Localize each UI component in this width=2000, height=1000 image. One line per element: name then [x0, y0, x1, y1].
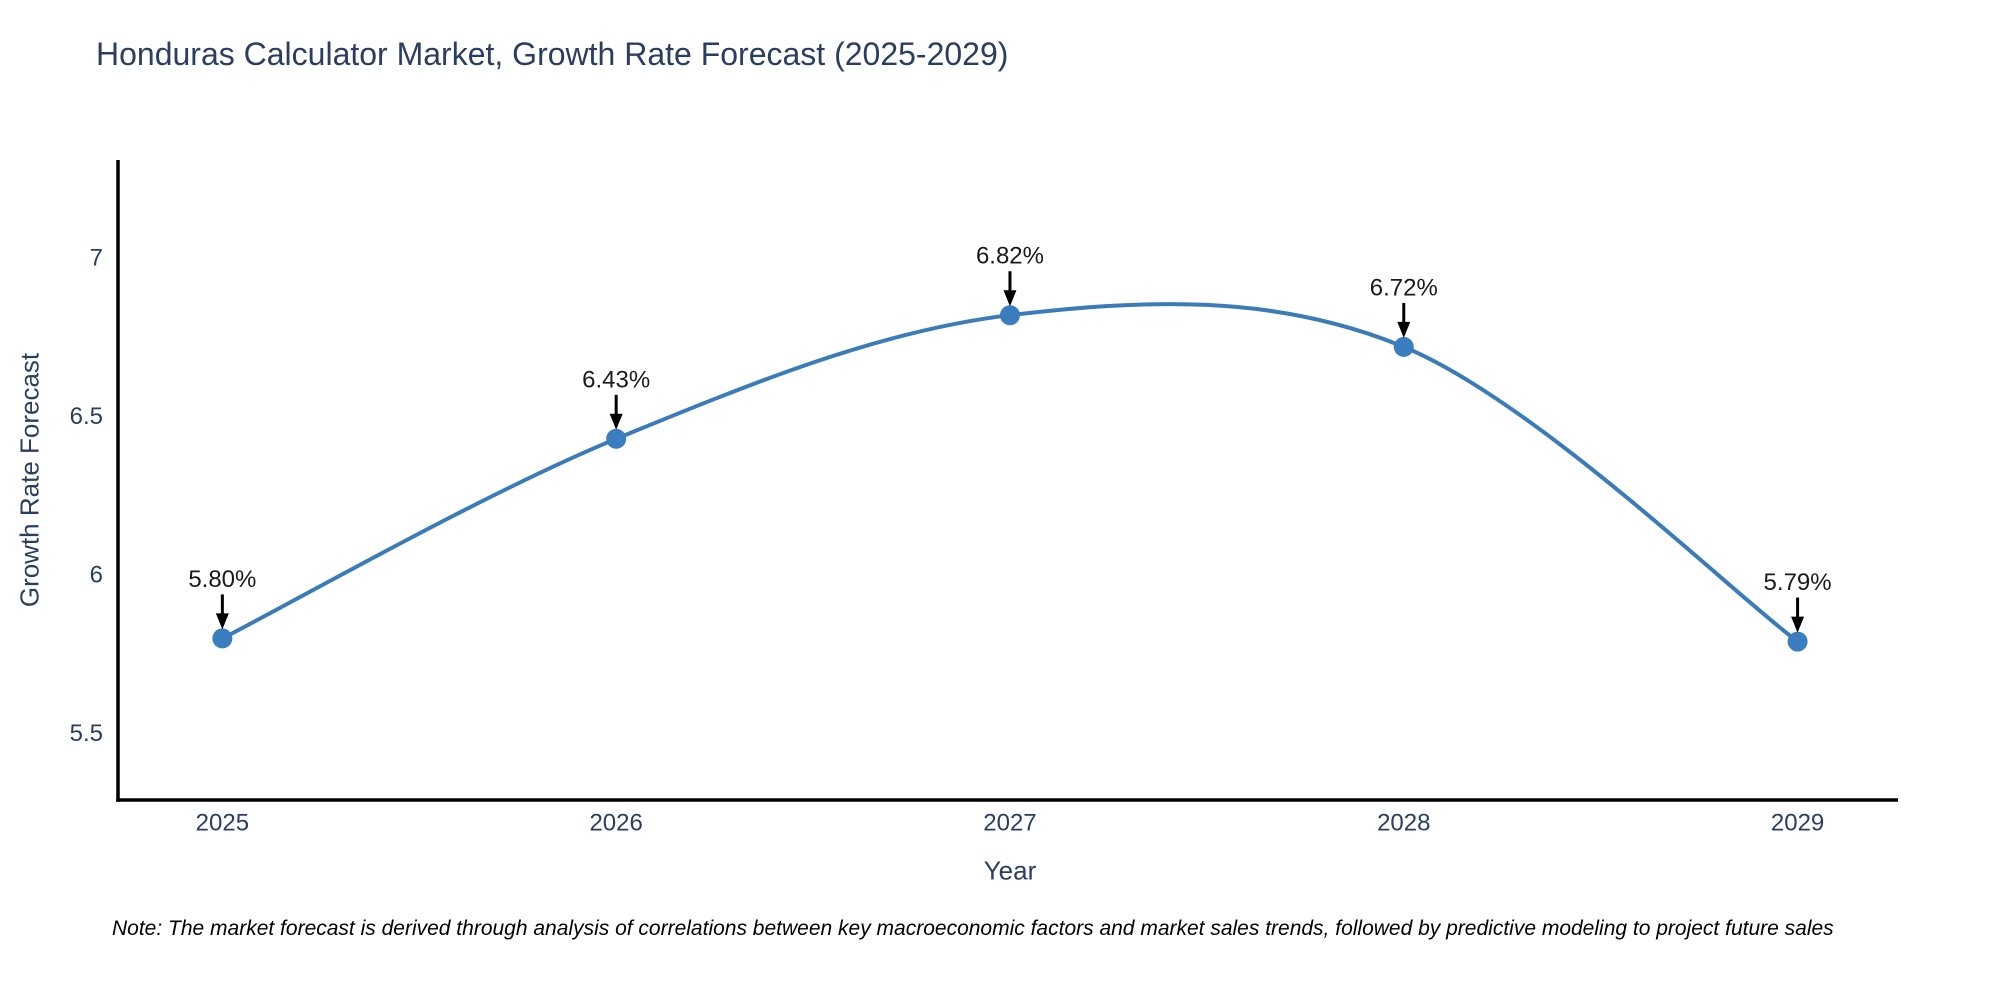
data-point-marker: [1393, 336, 1414, 357]
point-value-label: 5.79%: [1764, 569, 1832, 596]
footnote: Note: The market forecast is derived thr…: [112, 917, 1834, 940]
forecast-line: [220, 302, 1800, 644]
point-value-label: 6.72%: [1370, 274, 1438, 301]
y-axis-title: Growth Rate Forecast: [14, 352, 45, 608]
y-tick-label: 6: [90, 562, 103, 589]
x-tick-label: 2027: [983, 810, 1036, 837]
annotation-arrowhead: [215, 613, 229, 630]
x-axis-title: Year: [983, 855, 1037, 886]
chart-title: Honduras Calculator Market, Growth Rate …: [96, 36, 1009, 72]
annotation-arrowhead: [1003, 290, 1017, 307]
annotation-arrowhead: [609, 413, 623, 430]
point-value-label: 6.43%: [582, 366, 650, 393]
x-tick-label: 2028: [1377, 810, 1430, 837]
y-tick-label: 6.5: [70, 403, 103, 430]
x-tick-label: 2029: [1771, 810, 1824, 837]
x-tick-label: 2025: [196, 810, 249, 837]
annotation-arrowhead: [1791, 616, 1805, 633]
data-point-marker: [1787, 631, 1808, 652]
data-point-marker: [606, 428, 627, 449]
y-tick-label: 7: [90, 245, 103, 272]
annotation-arrowhead: [1397, 321, 1411, 338]
x-tick-label: 2026: [589, 810, 642, 837]
data-point-marker: [212, 628, 233, 649]
y-tick-label: 5.5: [70, 720, 103, 747]
data-point-marker: [999, 305, 1020, 326]
point-value-label: 5.80%: [188, 566, 256, 593]
point-value-label: 6.82%: [976, 243, 1044, 270]
